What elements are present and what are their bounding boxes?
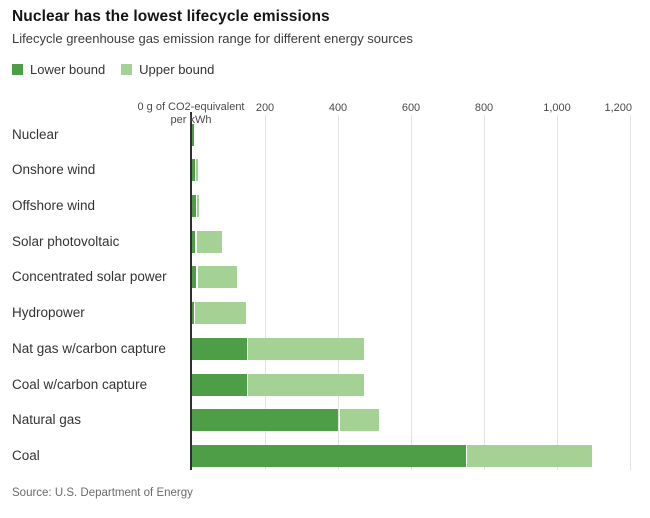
lower-bound-bar bbox=[192, 195, 196, 217]
page-title: Nuclear has the lowest lifecycle emissio… bbox=[12, 8, 330, 25]
upper-bound-bar bbox=[196, 159, 198, 182]
category-label: Coal w/carbon capture bbox=[12, 376, 148, 392]
category-label: Natural gas bbox=[12, 412, 82, 428]
category-label: Solar photovoltaic bbox=[12, 233, 120, 249]
category-label: Concentrated solar power bbox=[12, 269, 167, 285]
upper-bound-bar bbox=[197, 266, 237, 289]
gridline bbox=[629, 115, 631, 470]
category-label: Offshore wind bbox=[12, 198, 96, 213]
upper-bound-bar bbox=[339, 409, 380, 432]
axis-tick-label: 1,000 bbox=[543, 102, 571, 114]
legend-label: Lower bound bbox=[30, 62, 106, 77]
chart-subtitle: Lifecycle greenhouse gas emission range … bbox=[12, 31, 413, 46]
axis-tick-label: 800 bbox=[474, 102, 494, 114]
upper-bound-bar bbox=[197, 195, 200, 217]
axis-unit-label: 0 g of CO2-equivalent per kWh bbox=[137, 101, 245, 126]
upper-bound-bar bbox=[248, 337, 364, 360]
legend-item-upper-bound: Upper bound bbox=[121, 62, 214, 77]
lower-bound-bar bbox=[192, 302, 194, 325]
axis-tick-label: 1,200 bbox=[604, 102, 632, 114]
upper-bound-bar bbox=[196, 230, 222, 253]
lower-bound-bar bbox=[192, 337, 247, 360]
legend-label: Upper bound bbox=[139, 62, 215, 77]
source-note: Source: U.S. Department of Energy bbox=[12, 487, 193, 499]
lower-bound-bar bbox=[192, 230, 196, 253]
legend: Lower bound Upper bound bbox=[12, 62, 214, 77]
axis-tick-label: 600 bbox=[401, 102, 421, 114]
lower-bound-bar bbox=[192, 123, 194, 146]
lower-bound-swatch-icon bbox=[12, 64, 23, 75]
category-label: Coal bbox=[12, 447, 40, 463]
upper-bound-bar bbox=[467, 444, 592, 467]
category-label: Onshore wind bbox=[12, 162, 96, 178]
axis-tick-label: 200 bbox=[255, 102, 275, 114]
lower-bound-bar bbox=[192, 409, 338, 432]
category-label: Hydropower bbox=[12, 305, 85, 321]
category-label: Nuclear bbox=[12, 126, 59, 142]
upper-bound-swatch-icon bbox=[121, 64, 133, 75]
upper-bound-bar bbox=[194, 302, 246, 325]
gridline bbox=[264, 115, 266, 470]
gridline bbox=[337, 115, 339, 470]
gridline bbox=[556, 115, 558, 470]
lower-bound-bar bbox=[192, 444, 466, 467]
legend-item-lower-bound: Lower bound bbox=[12, 62, 105, 77]
gridline bbox=[483, 115, 485, 470]
lower-bound-bar bbox=[192, 373, 247, 396]
upper-bound-bar bbox=[248, 373, 365, 396]
zero-axis-line bbox=[190, 112, 192, 470]
gridline bbox=[410, 115, 412, 470]
lower-bound-bar bbox=[192, 266, 197, 289]
category-label: Nat gas w/carbon capture bbox=[12, 340, 166, 356]
lower-bound-bar bbox=[192, 159, 195, 182]
axis-tick-label: 400 bbox=[328, 102, 348, 114]
